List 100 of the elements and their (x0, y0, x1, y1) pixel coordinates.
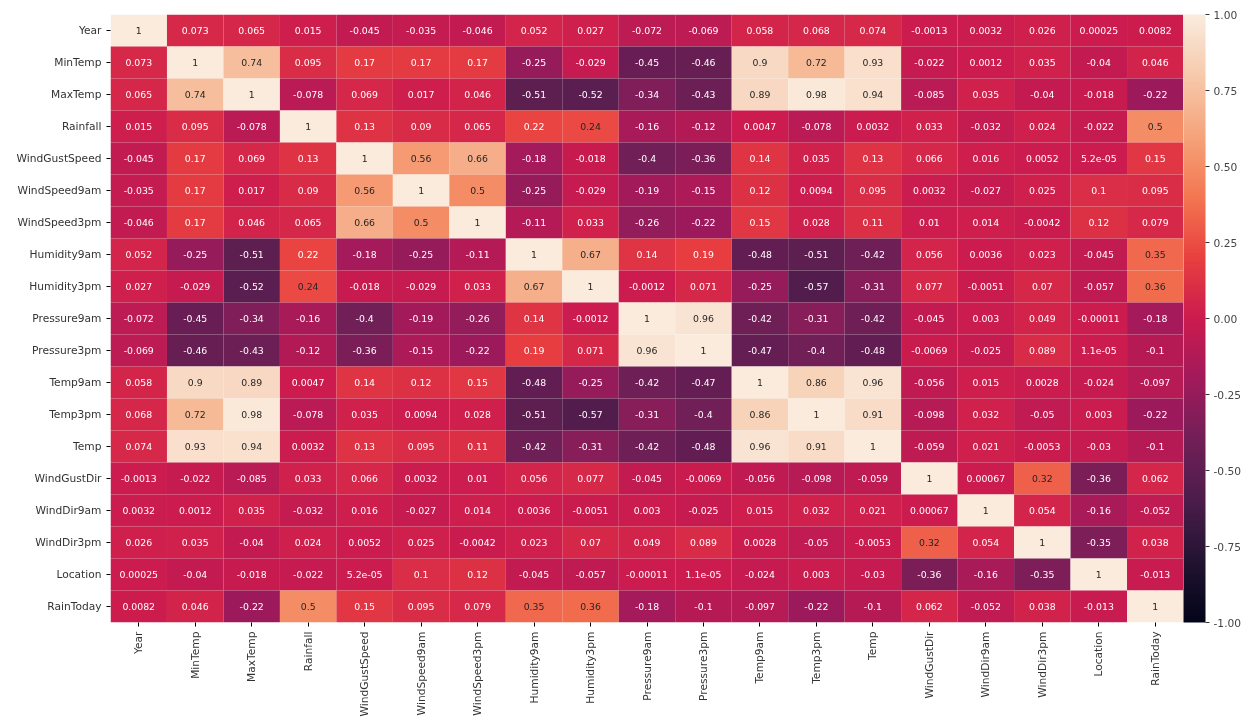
data-label: -0.022 (180, 473, 211, 484)
data-label: 0.00067 (910, 505, 949, 516)
data-label: -0.022 (293, 569, 324, 580)
y-tick-label: WindDir3pm (35, 536, 102, 549)
data-label: 0.046 (238, 217, 266, 228)
data-label: 0.065 (238, 25, 266, 36)
data-label: 0.058 (125, 377, 153, 388)
data-label: 1 (361, 153, 368, 164)
data-label: 0.89 (241, 377, 263, 388)
data-label: 0.021 (972, 441, 1000, 452)
data-label: -0.0069 (685, 473, 722, 484)
data-label: 0.24 (297, 281, 319, 292)
data-label: -0.072 (123, 313, 154, 324)
data-label: 0.0012 (969, 57, 1003, 68)
y-tick-label: Temp9am (48, 376, 102, 389)
data-label: -0.069 (688, 25, 719, 36)
data-label: 0.065 (294, 217, 322, 228)
data-label: -0.078 (236, 121, 267, 132)
data-label: 0.86 (749, 409, 771, 420)
data-label: 0.014 (972, 217, 1000, 228)
data-label: -0.013 (1140, 569, 1171, 580)
data-label: -0.029 (575, 57, 606, 68)
data-label: -0.057 (1083, 281, 1114, 292)
y-tick-label: WindSpeed9am (17, 184, 102, 197)
data-label: 0.98 (241, 409, 263, 420)
data-label: 1 (474, 217, 481, 228)
data-label: -0.45 (183, 313, 208, 324)
data-label: 1 (644, 313, 651, 324)
data-label: 0.09 (297, 185, 319, 196)
data-label: 0.015 (294, 25, 322, 36)
data-label: -0.1 (694, 601, 713, 612)
data-label: -0.04 (239, 537, 264, 548)
data-label: 0.0094 (404, 409, 438, 420)
data-label: 0.095 (294, 57, 322, 68)
data-label: 0.56 (354, 185, 376, 196)
data-label: 0.027 (577, 25, 604, 36)
data-label: 0.74 (184, 89, 206, 100)
data-label: -0.19 (634, 185, 660, 196)
y-tick-label: WindGustDir (34, 472, 103, 485)
data-label: -0.48 (860, 345, 886, 356)
data-label: 0.0082 (1138, 25, 1172, 36)
data-label: 0.15 (1144, 153, 1166, 164)
data-label: 0.054 (972, 537, 1000, 548)
data-label: -0.25 (521, 185, 547, 196)
data-label: -0.0053 (1024, 441, 1061, 452)
data-label: 0.079 (1141, 217, 1169, 228)
data-label: 0.14 (749, 153, 771, 164)
data-label: 0.1 (413, 569, 429, 580)
x-tick-label: Temp (866, 631, 880, 661)
data-label: 0.062 (1141, 473, 1169, 484)
data-label: 0.98 (806, 89, 827, 100)
data-label: 0.00025 (119, 569, 159, 580)
data-label: 0.09 (410, 121, 432, 132)
y-tick-label: Temp (72, 440, 102, 453)
data-label: 0.13 (297, 153, 319, 164)
color-bar-label: 1.00 (1213, 8, 1238, 22)
data-label: 0.00067 (966, 473, 1006, 484)
data-label: -0.098 (914, 409, 945, 420)
data-label: 0.015 (125, 121, 153, 132)
data-label: 0.0032 (856, 121, 890, 132)
data-label: 0.17 (467, 57, 489, 68)
data-label: 0.17 (184, 185, 206, 196)
x-tick-label: Humidity9am (527, 631, 541, 704)
data-label: -0.085 (914, 89, 945, 100)
data-label: 0.19 (523, 345, 545, 356)
data-label: 0.9 (187, 377, 203, 388)
data-label: 0.054 (1028, 505, 1056, 516)
data-label: 0.069 (351, 89, 379, 100)
data-label: 0.5 (413, 217, 429, 228)
data-label: -0.045 (631, 473, 663, 484)
data-label: 0.073 (125, 57, 153, 68)
data-label: 0.22 (523, 121, 545, 132)
data-label: 0.12 (1088, 217, 1110, 228)
data-label: 0.073 (181, 25, 209, 36)
data-label: 0.071 (577, 345, 604, 356)
data-label: 0.72 (184, 409, 206, 420)
data-label: -0.025 (970, 345, 1001, 356)
data-label: -0.35 (1030, 569, 1055, 580)
data-label: 1 (869, 441, 876, 452)
x-tick-label: Pressure3pm (696, 631, 710, 701)
data-label: 0.056 (520, 473, 548, 484)
data-label: 0.038 (1141, 537, 1169, 548)
data-label: -0.03 (860, 569, 886, 580)
data-label: 0.035 (972, 89, 1000, 100)
data-label: 0.025 (407, 537, 435, 548)
data-label: -0.078 (801, 121, 832, 132)
data-label: 0.07 (1031, 281, 1053, 292)
x-tick-label: Pressure9am (640, 631, 654, 701)
data-label: 0.00025 (1079, 25, 1119, 36)
data-label: -0.51 (804, 249, 829, 260)
data-label: -0.018 (575, 153, 606, 164)
data-label: 0.021 (859, 505, 887, 516)
data-label: 0.67 (580, 249, 601, 260)
data-label: -0.035 (123, 185, 154, 196)
data-label: 0.32 (918, 537, 940, 548)
data-label: -0.51 (239, 249, 264, 260)
data-label: 1 (1152, 601, 1159, 612)
data-label: 0.015 (972, 377, 1000, 388)
data-label: 0.0036 (969, 249, 1003, 260)
data-label: 0.0082 (122, 601, 156, 612)
